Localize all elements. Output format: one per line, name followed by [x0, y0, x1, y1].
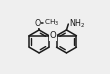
Text: O: O — [49, 31, 56, 40]
Text: CH$_3$: CH$_3$ — [44, 18, 59, 28]
Text: O: O — [35, 19, 41, 28]
Text: NH$_2$: NH$_2$ — [69, 17, 86, 30]
